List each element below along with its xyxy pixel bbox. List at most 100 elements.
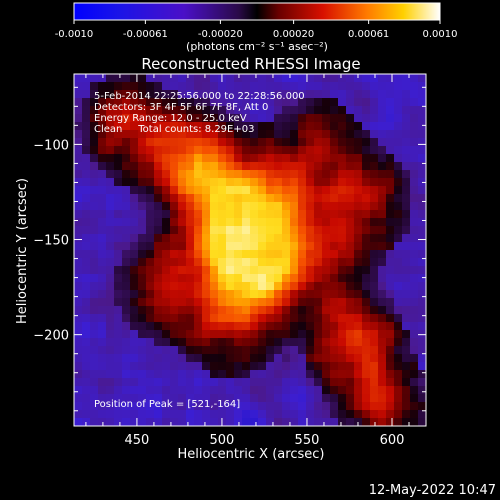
heatmap-cell xyxy=(258,322,267,331)
heatmap-cell xyxy=(266,386,275,395)
heatmap-cell xyxy=(226,114,235,123)
heatmap-cell xyxy=(138,170,147,179)
heatmap-cell xyxy=(194,354,203,363)
heatmap-cell xyxy=(82,322,91,331)
y-tick-label: −150 xyxy=(33,234,69,249)
heatmap-cell xyxy=(162,330,171,339)
heatmap-cell xyxy=(162,226,171,235)
heatmap-cell xyxy=(138,162,147,171)
heatmap-cell xyxy=(410,202,419,211)
heatmap-cell xyxy=(266,194,275,203)
heatmap-cell xyxy=(74,170,83,179)
heatmap-cell xyxy=(306,386,315,395)
heatmap-cell xyxy=(346,90,355,99)
heatmap-cell xyxy=(274,370,283,379)
heatmap-cell xyxy=(274,250,283,259)
heatmap-cell xyxy=(170,186,179,195)
heatmap-cell xyxy=(362,274,371,283)
heatmap-cell xyxy=(234,330,243,339)
heatmap-cell xyxy=(146,266,155,275)
heatmap-cell xyxy=(290,74,299,83)
heatmap-cell xyxy=(274,362,283,371)
heatmap-cell xyxy=(258,90,267,99)
heatmap-cell xyxy=(122,418,131,427)
heatmap-cell xyxy=(82,226,91,235)
heatmap-cell xyxy=(186,290,195,299)
heatmap-cell xyxy=(338,234,347,243)
heatmap-cell xyxy=(194,170,203,179)
heatmap-cell xyxy=(106,242,115,251)
heatmap-cell xyxy=(330,290,339,299)
heatmap-cell xyxy=(82,186,91,195)
heatmap-cell xyxy=(298,122,307,131)
heatmap-cell xyxy=(186,338,195,347)
heatmap-cell xyxy=(154,186,163,195)
heatmap-cell xyxy=(266,346,275,355)
heatmap-cell xyxy=(298,74,307,83)
heatmap-cell xyxy=(362,74,371,83)
heatmap-cell xyxy=(418,106,427,115)
heatmap-cell xyxy=(322,74,331,83)
heatmap-cell xyxy=(378,362,387,371)
heatmap-cell xyxy=(322,410,331,419)
heatmap-cell xyxy=(274,354,283,363)
heatmap-cell xyxy=(74,90,83,99)
heatmap-cell xyxy=(98,98,107,107)
heatmap-cell xyxy=(282,418,291,427)
heatmap-cell xyxy=(386,418,395,427)
heatmap-cell xyxy=(338,202,347,211)
heatmap-cell xyxy=(282,138,291,147)
heatmap-cell xyxy=(154,282,163,291)
heatmap-cell xyxy=(154,74,163,83)
heatmap-cell xyxy=(346,82,355,91)
heatmap-cell xyxy=(202,354,211,363)
heatmap-cell xyxy=(418,290,427,299)
heatmap-cell xyxy=(146,362,155,371)
heatmap-cell xyxy=(202,154,211,163)
heatmap-cell xyxy=(258,370,267,379)
heatmap-cell xyxy=(154,298,163,307)
heatmap-cell xyxy=(234,306,243,315)
heatmap-cell xyxy=(258,130,267,139)
heatmap-cell xyxy=(122,162,131,171)
heatmap-cell xyxy=(298,202,307,211)
heatmap-cell xyxy=(338,282,347,291)
heatmap-cell xyxy=(402,186,411,195)
heatmap-cell xyxy=(154,178,163,187)
heatmap-cell xyxy=(250,218,259,227)
heatmap-cell xyxy=(210,306,219,315)
heatmap-cell xyxy=(290,130,299,139)
heatmap-cell xyxy=(402,242,411,251)
heatmap-cell xyxy=(298,218,307,227)
heatmap-cell xyxy=(418,74,427,83)
heatmap-cell xyxy=(210,370,219,379)
heatmap-cell xyxy=(330,418,339,427)
heatmap-cell xyxy=(154,322,163,331)
heatmap-cell xyxy=(402,290,411,299)
heatmap-cell xyxy=(242,306,251,315)
heatmap-cell xyxy=(378,370,387,379)
heatmap-cell xyxy=(194,370,203,379)
heatmap-cell xyxy=(258,226,267,235)
heatmap-cell xyxy=(130,346,139,355)
heatmap-cell xyxy=(202,346,211,355)
heatmap-cell xyxy=(242,122,251,131)
heatmap-cell xyxy=(410,234,419,243)
heatmap-cell xyxy=(178,274,187,283)
heatmap-cell xyxy=(346,178,355,187)
heatmap-cell xyxy=(242,154,251,163)
heatmap-cell xyxy=(298,362,307,371)
heatmap-cell xyxy=(106,186,115,195)
heatmap-cell xyxy=(162,114,171,123)
heatmap-cell xyxy=(266,226,275,235)
heatmap-cell xyxy=(266,242,275,251)
heatmap-cell xyxy=(394,282,403,291)
heatmap-cell xyxy=(298,402,307,411)
heatmap-cell xyxy=(418,418,427,427)
heatmap-cell xyxy=(370,242,379,251)
heatmap-cell xyxy=(194,106,203,115)
heatmap-cell xyxy=(378,314,387,323)
heatmap-cell xyxy=(162,250,171,259)
y-tick-label: −100 xyxy=(33,138,69,153)
heatmap-cell xyxy=(386,266,395,275)
